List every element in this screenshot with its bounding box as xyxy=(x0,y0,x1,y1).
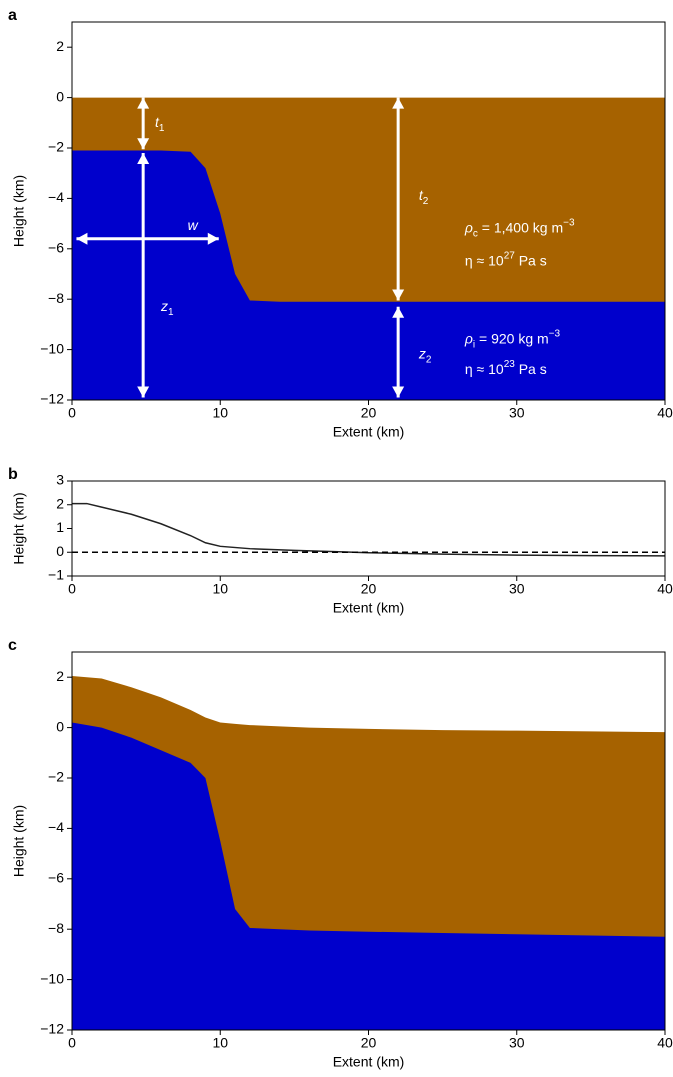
y-tick-label: 0 xyxy=(56,543,64,559)
y-tick-label: 0 xyxy=(56,718,64,734)
x-tick-label: 40 xyxy=(657,1035,673,1051)
x-tick-label: 30 xyxy=(509,405,525,421)
annotation-part: c xyxy=(473,229,478,240)
y-axis-label: Height (km) xyxy=(11,805,27,877)
annotation-part: η ≈ 10 xyxy=(465,360,504,376)
x-tick-label: 0 xyxy=(68,581,76,597)
x-tick-label: 20 xyxy=(361,581,377,597)
annotation-part: 23 xyxy=(504,359,516,370)
y-tick-label: 1 xyxy=(56,519,64,535)
annotation: t1 xyxy=(155,114,165,134)
panel-label: c xyxy=(8,637,17,654)
y-tick-label: −1 xyxy=(48,567,64,583)
y-tick-label: −10 xyxy=(40,970,64,986)
x-tick-label: 10 xyxy=(212,405,228,421)
y-tick-label: −2 xyxy=(48,139,64,155)
annotation-part: z xyxy=(160,297,168,313)
x-tick-label: 0 xyxy=(68,405,76,421)
arrow-head xyxy=(137,386,150,398)
annotation-part: 27 xyxy=(504,251,516,262)
annotation-part: ρ xyxy=(464,219,473,235)
y-tick-label: −6 xyxy=(48,870,64,886)
y-tick-label: −2 xyxy=(48,769,64,785)
annotation: η ≈ 1027 Pa s xyxy=(465,251,547,269)
annotation: η ≈ 1023 Pa s xyxy=(465,359,547,377)
x-tick-label: 40 xyxy=(657,581,673,597)
arrow-head xyxy=(392,386,405,398)
y-tick-label: −6 xyxy=(48,240,64,256)
arrow-head xyxy=(137,97,150,109)
annotation-part: Pa s xyxy=(515,360,547,376)
x-tick-label: 0 xyxy=(68,1035,76,1051)
panel-label: b xyxy=(8,466,18,483)
y-tick-label: 0 xyxy=(56,88,64,104)
annotation: t2 xyxy=(419,187,429,207)
y-tick-label: 2 xyxy=(56,668,64,684)
x-tick-label: 10 xyxy=(212,1035,228,1051)
annotation-part: Pa s xyxy=(515,252,547,268)
x-tick-label: 20 xyxy=(361,1035,377,1051)
axes-frame xyxy=(71,480,666,577)
annotation-part: 1 xyxy=(159,123,165,134)
arrow-head xyxy=(137,153,150,165)
panel-label: a xyxy=(8,7,17,24)
arrow-head xyxy=(207,232,219,245)
annotation-part: i xyxy=(473,340,475,351)
arrow-head xyxy=(392,289,405,301)
y-tick-label: −4 xyxy=(48,189,64,205)
annotation-part: w xyxy=(188,217,199,233)
annotation-part: 2 xyxy=(423,196,429,207)
y-tick-label: −12 xyxy=(40,391,64,407)
y-axis-label: Height (km) xyxy=(11,175,27,247)
y-tick-label: −8 xyxy=(48,290,64,306)
annotation: ρi = 920 kg m−3 xyxy=(464,329,561,351)
y-tick-label: 3 xyxy=(56,472,64,488)
annotation-part: −3 xyxy=(549,329,561,340)
annotation-part: −3 xyxy=(563,218,575,229)
x-tick-label: 20 xyxy=(361,405,377,421)
annotation: ρc = 1,400 kg m−3 xyxy=(464,218,575,240)
arrow-head xyxy=(76,232,88,245)
x-axis-label: Extent (km) xyxy=(333,1054,405,1070)
annotation-part: 2 xyxy=(426,355,432,366)
x-tick-label: 30 xyxy=(509,1035,525,1051)
arrow-head xyxy=(392,306,405,318)
arrow-head xyxy=(137,138,150,150)
annotation-part: = 920 kg m xyxy=(475,330,549,346)
annotation: z1 xyxy=(160,297,174,317)
annotation-part: t xyxy=(155,114,160,130)
annotation-part: ρ xyxy=(464,330,473,346)
y-axis-label: Height (km) xyxy=(11,492,27,564)
annotation: w xyxy=(188,217,199,233)
x-tick-label: 10 xyxy=(212,581,228,597)
area xyxy=(72,150,665,400)
x-axis-label: Extent (km) xyxy=(333,600,405,616)
y-tick-label: −10 xyxy=(40,340,64,356)
y-tick-label: −4 xyxy=(48,819,64,835)
annotation: z2 xyxy=(418,345,432,365)
y-tick-label: 2 xyxy=(56,38,64,54)
annotation-part: = 1,400 kg m xyxy=(478,219,563,235)
annotation-part: z xyxy=(418,345,426,361)
line xyxy=(72,502,666,557)
arrow-head xyxy=(392,97,405,109)
x-tick-label: 30 xyxy=(509,581,525,597)
annotation-part: 1 xyxy=(168,307,174,318)
area xyxy=(72,722,665,1030)
x-tick-label: 40 xyxy=(657,405,673,421)
annotation-part: t xyxy=(419,187,424,203)
annotation-part: η ≈ 10 xyxy=(465,252,504,268)
y-tick-label: −12 xyxy=(40,1021,64,1037)
y-tick-label: −8 xyxy=(48,920,64,936)
x-axis-label: Extent (km) xyxy=(333,424,405,440)
y-tick-label: 2 xyxy=(56,495,64,511)
